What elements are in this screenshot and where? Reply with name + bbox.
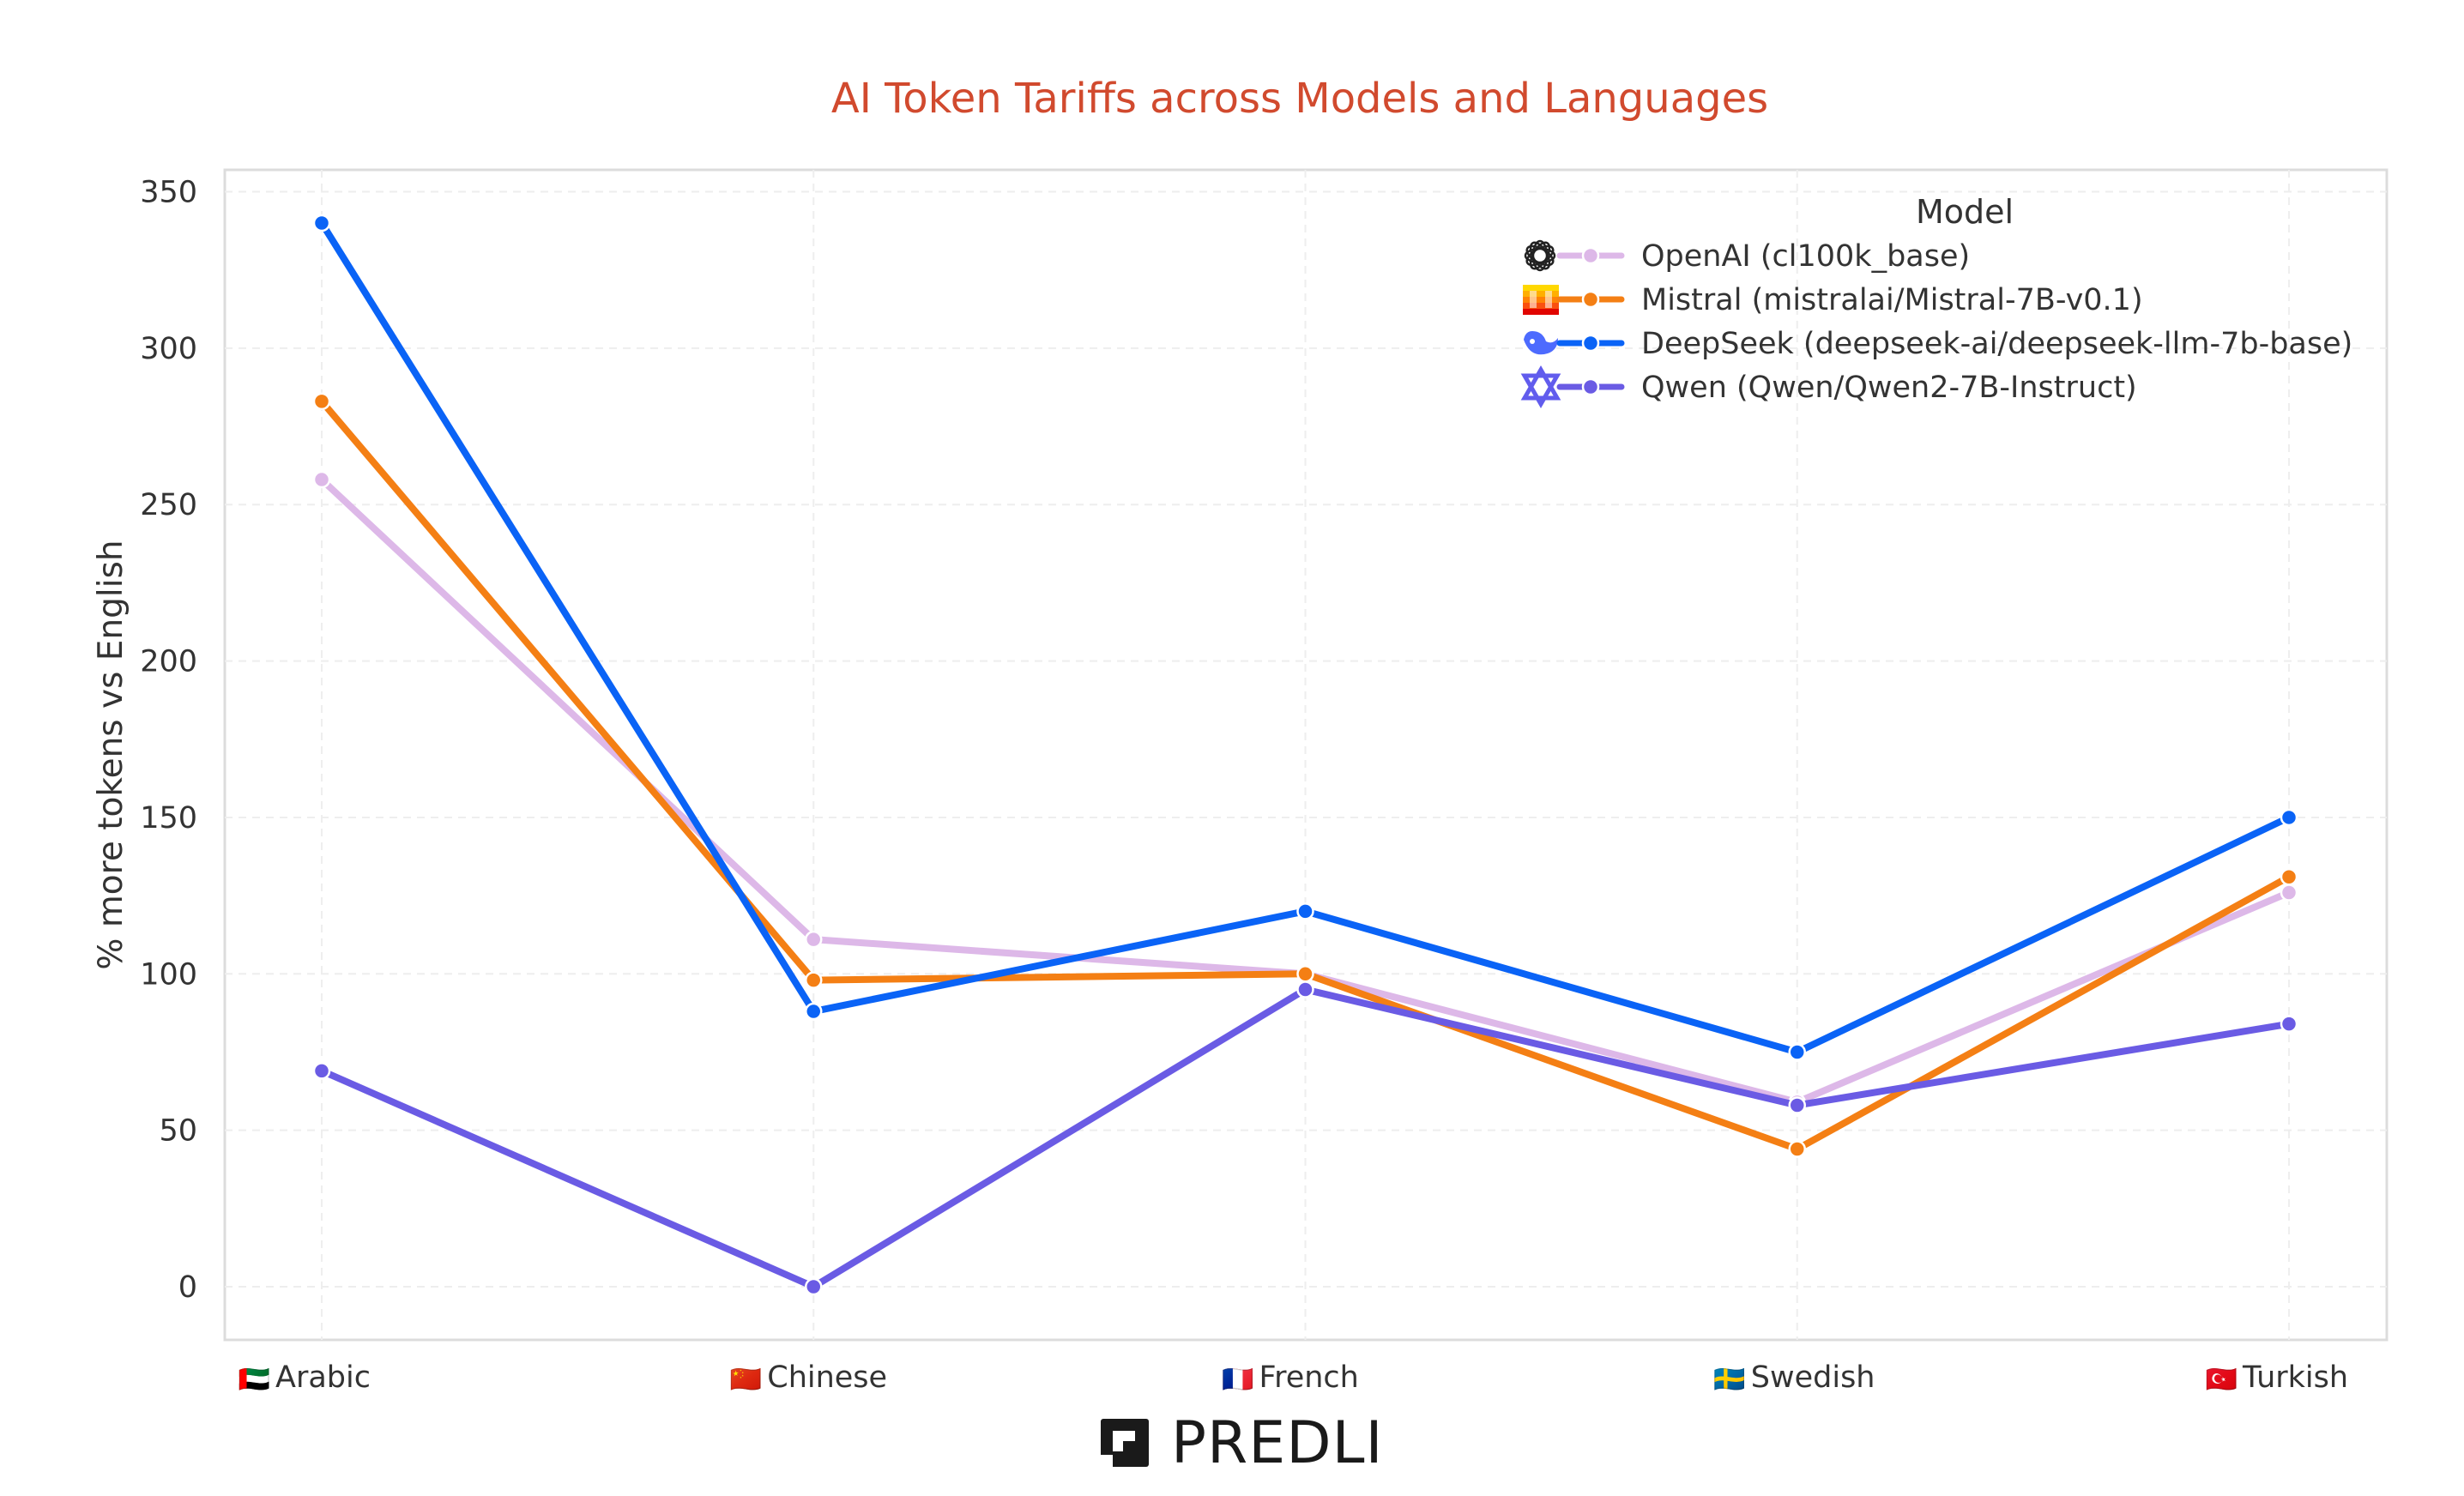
- x-tick-swedish: 🇸🇪 Swedish: [1713, 1360, 1875, 1395]
- x-tick-label: Chinese: [767, 1360, 887, 1395]
- data-point: [312, 1062, 331, 1080]
- series-mistral: [312, 392, 2298, 1158]
- legend-title: Model: [1916, 193, 2014, 231]
- grid-lines: [225, 170, 2387, 1340]
- series-lines: [312, 214, 2298, 1296]
- flag-icon: 🇸🇪: [1713, 1365, 1745, 1395]
- x-tick-label: Arabic: [275, 1360, 371, 1395]
- x-tick-label: Swedish: [1751, 1360, 1875, 1395]
- flag-icon: 🇫🇷: [1222, 1365, 1253, 1395]
- x-tick-labels: 🇦🇪 Arabic 🇨🇳 Chinese 🇫🇷 French 🇸🇪 Swedish 🇹🇷 Turk…: [239, 1360, 2348, 1395]
- legend: Model OpenAI (cl100k_base) Mistral (mistr…: [1520, 193, 2352, 409]
- data-point: [312, 470, 331, 489]
- data-point: [2280, 884, 2298, 902]
- predli-wordmark: PREDLI: [1171, 1409, 1384, 1477]
- data-point: [805, 971, 823, 989]
- data-point: [805, 1277, 823, 1296]
- chart-title: AI Token Tariffs across Models and Langu…: [831, 75, 1768, 123]
- legend-label: OpenAI (cl100k_base): [1641, 239, 1970, 274]
- legend-item-openai: OpenAI (cl100k_base): [1524, 239, 1970, 274]
- y-tick-label: 250: [140, 488, 197, 522]
- x-tick-french: 🇫🇷 French: [1222, 1360, 1359, 1395]
- data-point: [312, 392, 331, 411]
- legend-marker-swatch: [1581, 334, 1600, 353]
- flag-icon: 🇦🇪: [239, 1365, 270, 1395]
- legend-marker-swatch: [1581, 377, 1600, 396]
- flag-icon: 🇨🇳: [730, 1365, 762, 1395]
- x-tick-chinese: 🇨🇳 Chinese: [730, 1360, 887, 1395]
- y-tick-labels: 0 50 100 150 200 250 300 350: [140, 176, 197, 1305]
- data-point: [805, 930, 823, 949]
- deepseek-logo-icon: [1524, 331, 1558, 355]
- predli-logo: PREDLI: [1101, 1409, 1384, 1477]
- legend-label: DeepSeek (deepseek-ai/deepseek-llm-7b-ba…: [1641, 327, 2352, 361]
- y-tick-label: 300: [140, 332, 197, 366]
- flag-icon: 🇹🇷: [2206, 1365, 2238, 1395]
- x-tick-label: French: [1259, 1360, 1359, 1395]
- data-point: [1296, 902, 1314, 920]
- y-tick-label: 100: [140, 957, 197, 992]
- series-deepseek: [312, 214, 2298, 1061]
- data-point: [1788, 1140, 1806, 1158]
- predli-logo-icon: [1101, 1419, 1149, 1467]
- y-tick-label: 350: [140, 176, 197, 210]
- data-point: [2280, 808, 2298, 827]
- data-point: [805, 1002, 823, 1021]
- data-point: [1296, 965, 1314, 983]
- data-point: [2280, 867, 2298, 886]
- legend-label: Mistral (mistralai/Mistral-7B-v0.1): [1641, 283, 2143, 317]
- y-tick-label: 150: [140, 801, 197, 835]
- data-point: [312, 214, 331, 232]
- y-tick-label: 50: [159, 1114, 197, 1149]
- x-tick-label: Turkish: [2242, 1360, 2348, 1395]
- x-tick-turkish: 🇹🇷 Turkish: [2206, 1360, 2348, 1395]
- legend-marker-swatch: [1581, 290, 1600, 309]
- legend-marker-swatch: [1581, 246, 1600, 265]
- data-point: [2280, 1015, 2298, 1033]
- qwen-logo-icon: [1520, 365, 1561, 409]
- data-point: [1788, 1096, 1806, 1114]
- series-qwen: [312, 980, 2298, 1296]
- legend-item-deepseek: DeepSeek (deepseek-ai/deepseek-llm-7b-ba…: [1524, 327, 2352, 361]
- legend-item-qwen: Qwen (Qwen/Qwen2-7B-Instruct): [1520, 365, 2137, 409]
- y-tick-label: 200: [140, 645, 197, 679]
- legend-item-mistral: Mistral (mistralai/Mistral-7B-v0.1): [1523, 283, 2143, 317]
- x-tick-arabic: 🇦🇪 Arabic: [239, 1360, 371, 1395]
- legend-label: Qwen (Qwen/Qwen2-7B-Instruct): [1641, 371, 2137, 405]
- data-point: [1788, 1043, 1806, 1061]
- openai-logo-icon: [1524, 239, 1556, 272]
- data-point: [1296, 980, 1314, 998]
- y-axis-label: % more tokens vs English: [92, 540, 130, 969]
- mistral-logo-icon: [1523, 285, 1559, 315]
- y-tick-label: 0: [178, 1270, 197, 1305]
